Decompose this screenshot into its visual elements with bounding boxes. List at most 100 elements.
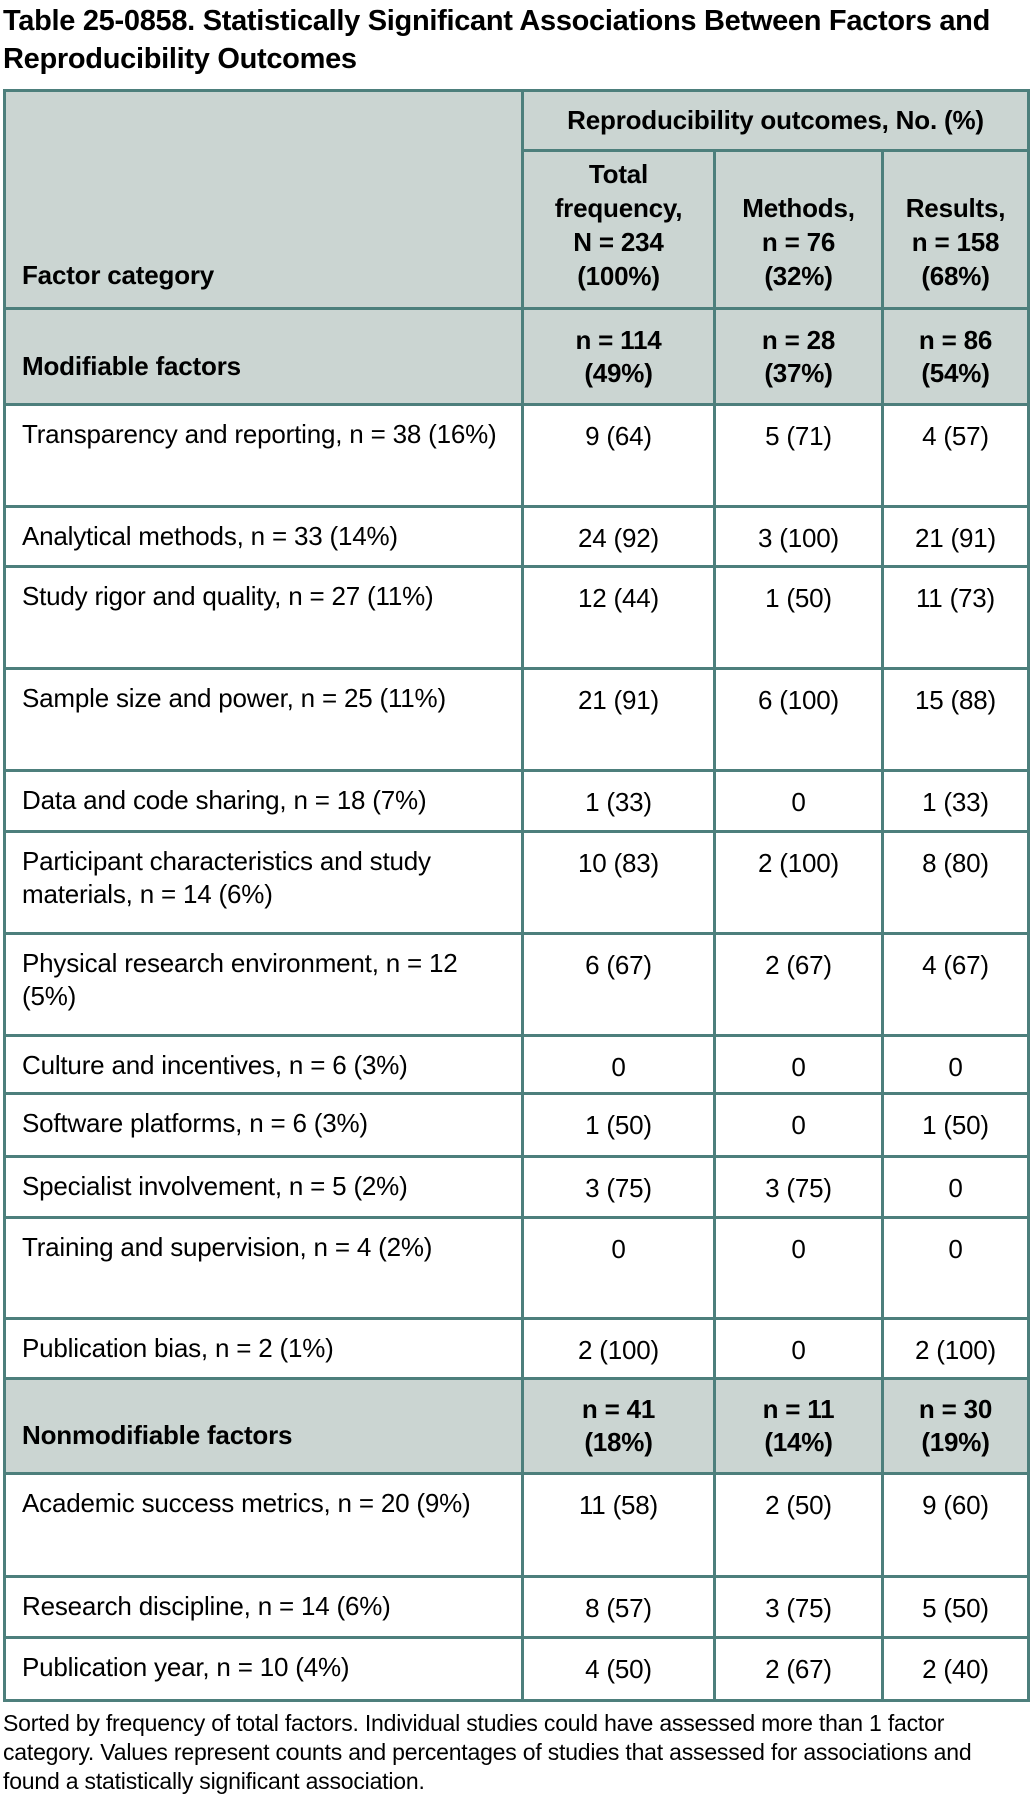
cell-results: 1 (50)	[880, 1092, 1030, 1158]
cell-results: 5 (50)	[880, 1575, 1030, 1639]
cell-methods: 0	[713, 1317, 884, 1380]
cell-total-frequency: 24 (92)	[521, 505, 716, 568]
value-line: (14%)	[764, 1427, 833, 1457]
col-header-methods: Methods, n = 76 (32%)	[713, 149, 884, 310]
section-total-frequency: n = 114 (49%)	[521, 307, 716, 406]
table-title: Table 25-0858. Statistically Significant…	[3, 5, 990, 75]
cell-total-frequency: 0	[521, 1034, 716, 1095]
section-label: Nonmodifiable factors	[3, 1377, 524, 1475]
table-row: Sample size and power, n = 25 (11%) 21 (…	[3, 667, 1030, 772]
section-methods: n = 28 (37%)	[713, 307, 884, 406]
header-line: Results,	[905, 193, 1006, 223]
cell-results: 9 (60)	[880, 1472, 1030, 1578]
row-label: Physical research environment, n = 12 (5…	[3, 932, 524, 1037]
header-line: (100%)	[577, 261, 660, 291]
table-footnote: Sorted by frequency of total factors. In…	[3, 1710, 972, 1794]
row-label: Data and code sharing, n = 18 (7%)	[3, 769, 524, 833]
cell-methods: 0	[713, 1034, 884, 1095]
cell-methods: 0	[713, 1092, 884, 1158]
cell-methods: 2 (67)	[713, 1636, 884, 1702]
value-line: n = 41	[581, 1394, 656, 1424]
row-label: Transparency and reporting, n = 38 (16%)	[3, 403, 524, 508]
section-results: n = 86 (54%)	[880, 307, 1030, 406]
cell-methods: 1 (50)	[713, 565, 884, 670]
row-label: Participant characteristics and study ma…	[3, 830, 524, 935]
value-line: n = 11	[762, 1394, 835, 1424]
row-label: Training and supervision, n = 4 (2%)	[3, 1216, 524, 1320]
table-row: Physical research environment, n = 12 (5…	[3, 932, 1030, 1037]
cell-methods: 2 (100)	[713, 830, 884, 935]
value-line: (37%)	[764, 357, 833, 388]
cell-methods: 3 (100)	[713, 505, 884, 568]
row-label: Study rigor and quality, n = 27 (11%)	[3, 565, 524, 670]
span-header-reproducibility-outcomes: Reproducibility outcomes, No. (%)	[520, 89, 1030, 152]
value-line: n = 30	[918, 1394, 993, 1424]
corner-header-factor-category: Factor category	[3, 89, 524, 310]
cell-methods: 0	[713, 1216, 884, 1320]
header-line: frequency,	[554, 193, 683, 223]
cell-total-frequency: 1 (50)	[521, 1092, 716, 1158]
cell-total-frequency: 0	[521, 1216, 716, 1320]
cell-total-frequency: 1 (33)	[521, 769, 716, 833]
cell-results: 4 (57)	[880, 403, 1030, 508]
cell-results: 21 (91)	[880, 505, 1030, 568]
cell-results: 0	[880, 1034, 1030, 1095]
cell-methods: 3 (75)	[713, 1155, 884, 1219]
cell-results: 15 (88)	[880, 667, 1030, 772]
row-label: Software platforms, n = 6 (3%)	[3, 1092, 524, 1158]
cell-methods: 0	[713, 769, 884, 833]
cell-results: 8 (80)	[880, 830, 1030, 935]
header-line: N = 234	[573, 227, 664, 257]
header-line: n = 158	[911, 227, 1000, 257]
cell-results: 1 (33)	[880, 769, 1030, 833]
cell-total-frequency: 10 (83)	[521, 830, 716, 935]
row-label: Academic success metrics, n = 20 (9%)	[3, 1472, 524, 1578]
cell-results: 2 (100)	[880, 1317, 1030, 1380]
cell-total-frequency: 21 (91)	[521, 667, 716, 772]
cell-results: 4 (67)	[880, 932, 1030, 1037]
reproducibility-table: Factor category Reproducibility outcomes…	[3, 89, 1030, 1702]
row-label: Publication bias, n = 2 (1%)	[3, 1317, 524, 1380]
header-line: Total	[588, 159, 649, 189]
cell-total-frequency: 9 (64)	[521, 403, 716, 508]
cell-total-frequency: 8 (57)	[521, 1575, 716, 1639]
cell-total-frequency: 11 (58)	[521, 1472, 716, 1578]
col-header-results: Results, n = 158 (68%)	[880, 149, 1030, 310]
span-header-row: Factor category Reproducibility outcomes…	[3, 89, 1030, 310]
table-row: Analytical methods, n = 33 (14%) 24 (92)…	[3, 505, 1030, 568]
table-row: Study rigor and quality, n = 27 (11%) 12…	[3, 565, 1030, 670]
table-row: Software platforms, n = 6 (3%) 1 (50) 0 …	[3, 1092, 1030, 1158]
col-header-total-frequency: Total frequency, N = 234 (100%)	[521, 149, 716, 310]
value-line: n = 86	[918, 324, 993, 355]
table-row: Participant characteristics and study ma…	[3, 830, 1030, 935]
cell-results: 11 (73)	[880, 565, 1030, 670]
section-row-modifiable-factors: Modifiable factors n = 114 (49%) n = 28 …	[3, 307, 1030, 406]
row-label: Analytical methods, n = 33 (14%)	[3, 505, 524, 568]
cell-methods: 5 (71)	[713, 403, 884, 508]
cell-total-frequency: 3 (75)	[521, 1155, 716, 1219]
cell-methods: 3 (75)	[713, 1575, 884, 1639]
row-label: Specialist involvement, n = 5 (2%)	[3, 1155, 524, 1219]
section-methods: n = 11 (14%)	[713, 1377, 884, 1475]
cell-total-frequency: 6 (67)	[521, 932, 716, 1037]
table-row: Data and code sharing, n = 18 (7%) 1 (33…	[3, 769, 1030, 833]
value-line: (19%)	[921, 1427, 990, 1457]
table-row: Research discipline, n = 14 (6%) 8 (57) …	[3, 1575, 1030, 1639]
cell-total-frequency: 2 (100)	[521, 1317, 716, 1380]
header-line: (68%)	[921, 261, 990, 291]
table-row: Training and supervision, n = 4 (2%) 0 0…	[3, 1216, 1030, 1320]
section-results: n = 30 (19%)	[880, 1377, 1030, 1475]
cell-total-frequency: 12 (44)	[521, 565, 716, 670]
header-line: (32%)	[764, 261, 833, 291]
section-total-frequency: n = 41 (18%)	[521, 1377, 716, 1475]
value-line: n = 28	[761, 324, 836, 355]
cell-methods: 2 (67)	[713, 932, 884, 1037]
cell-methods: 6 (100)	[713, 667, 884, 772]
row-label: Publication year, n = 10 (4%)	[3, 1636, 524, 1702]
column-header-row: Total frequency, N = 234 (100%) Methods,…	[5, 149, 1030, 310]
cell-results: 0	[880, 1216, 1030, 1320]
table-row: Publication bias, n = 2 (1%) 2 (100) 0 2…	[3, 1317, 1030, 1380]
header-line: n = 76	[761, 227, 836, 257]
table-row: Specialist involvement, n = 5 (2%) 3 (75…	[3, 1155, 1030, 1219]
